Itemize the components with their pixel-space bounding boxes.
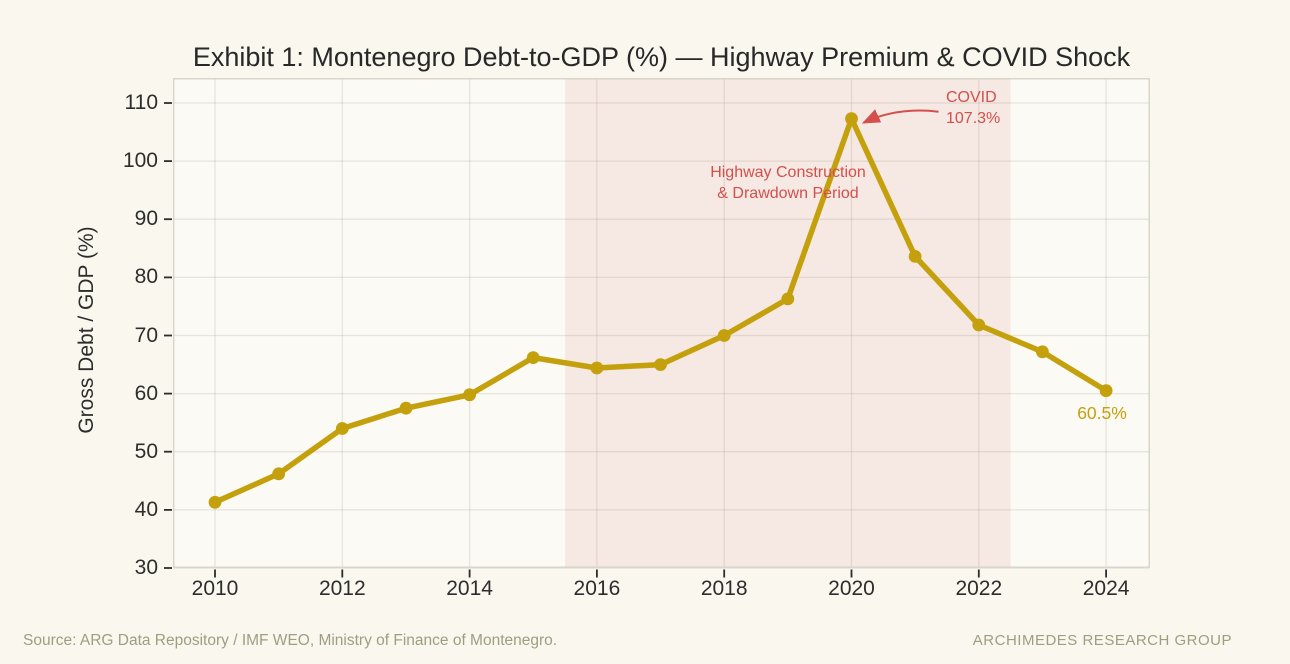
- y-tick-label: 70: [134, 323, 158, 347]
- data-point-2021: [908, 250, 922, 263]
- data-point-2024: [1099, 384, 1113, 398]
- x-tick-label: 2018: [700, 577, 748, 600]
- brand-text: ARCHIMEDES RESEARCH GROUP: [972, 632, 1232, 649]
- data-point-2023: [1036, 345, 1049, 359]
- covid-annotation: COVID 107.3%: [946, 87, 1000, 129]
- data-point-2014: [463, 388, 476, 402]
- band-label-line1: Highway Construction: [710, 164, 866, 181]
- data-point-2010: [208, 495, 222, 509]
- plot-area: Highway Construction & Drawdown Period C…: [164, 78, 1150, 578]
- data-point-2017: [654, 358, 667, 371]
- covid-annotation-line2: 107.3%: [946, 110, 1001, 127]
- x-tick-label: 2024: [1082, 577, 1130, 600]
- y-tick-label: 100: [122, 149, 158, 173]
- covid-annotation-line1: COVID: [946, 89, 997, 106]
- y-tick-label: 60: [134, 381, 158, 405]
- y-tick-label: 30: [134, 556, 158, 579]
- x-tick-label: 2020: [828, 577, 875, 600]
- data-point-2012: [335, 422, 349, 435]
- y-tick-label: 90: [134, 207, 158, 231]
- data-point-2019: [781, 292, 795, 306]
- data-point-2013: [399, 401, 413, 415]
- covid-arrow: [861, 109, 939, 124]
- band-label: Highway Construction & Drawdown Period: [638, 162, 938, 204]
- y-tick-label: 80: [134, 265, 158, 289]
- data-point-2011: [272, 467, 286, 481]
- highway-band: [565, 78, 1011, 568]
- data-point-2020: [845, 112, 858, 126]
- plot-svg: [164, 78, 1150, 578]
- data-point-2015: [526, 351, 540, 364]
- source-text: Source: ARG Data Repository / IMF WEO, M…: [23, 632, 558, 649]
- chart-title: Exhibit 1: Montenegro Debt-to-GDP (%) — …: [192, 42, 1131, 72]
- x-tick-label: 2012: [318, 577, 366, 600]
- data-point-2022: [972, 318, 986, 332]
- data-point-2018: [717, 329, 731, 342]
- plot-border: [173, 78, 1150, 568]
- x-tick-label: 2022: [955, 577, 1003, 600]
- y-tick-label: 50: [134, 439, 158, 463]
- y-tick-label: 40: [134, 497, 158, 521]
- x-tick-label: 2014: [446, 577, 493, 600]
- end-value-label: 60.5%: [1077, 403, 1127, 423]
- x-tick-label: 2010: [191, 577, 239, 600]
- data-point-2016: [590, 361, 604, 375]
- band-label-line2: & Drawdown Period: [717, 185, 859, 202]
- x-tick-label: 2016: [573, 577, 621, 600]
- y-tick-label: 110: [124, 91, 158, 114]
